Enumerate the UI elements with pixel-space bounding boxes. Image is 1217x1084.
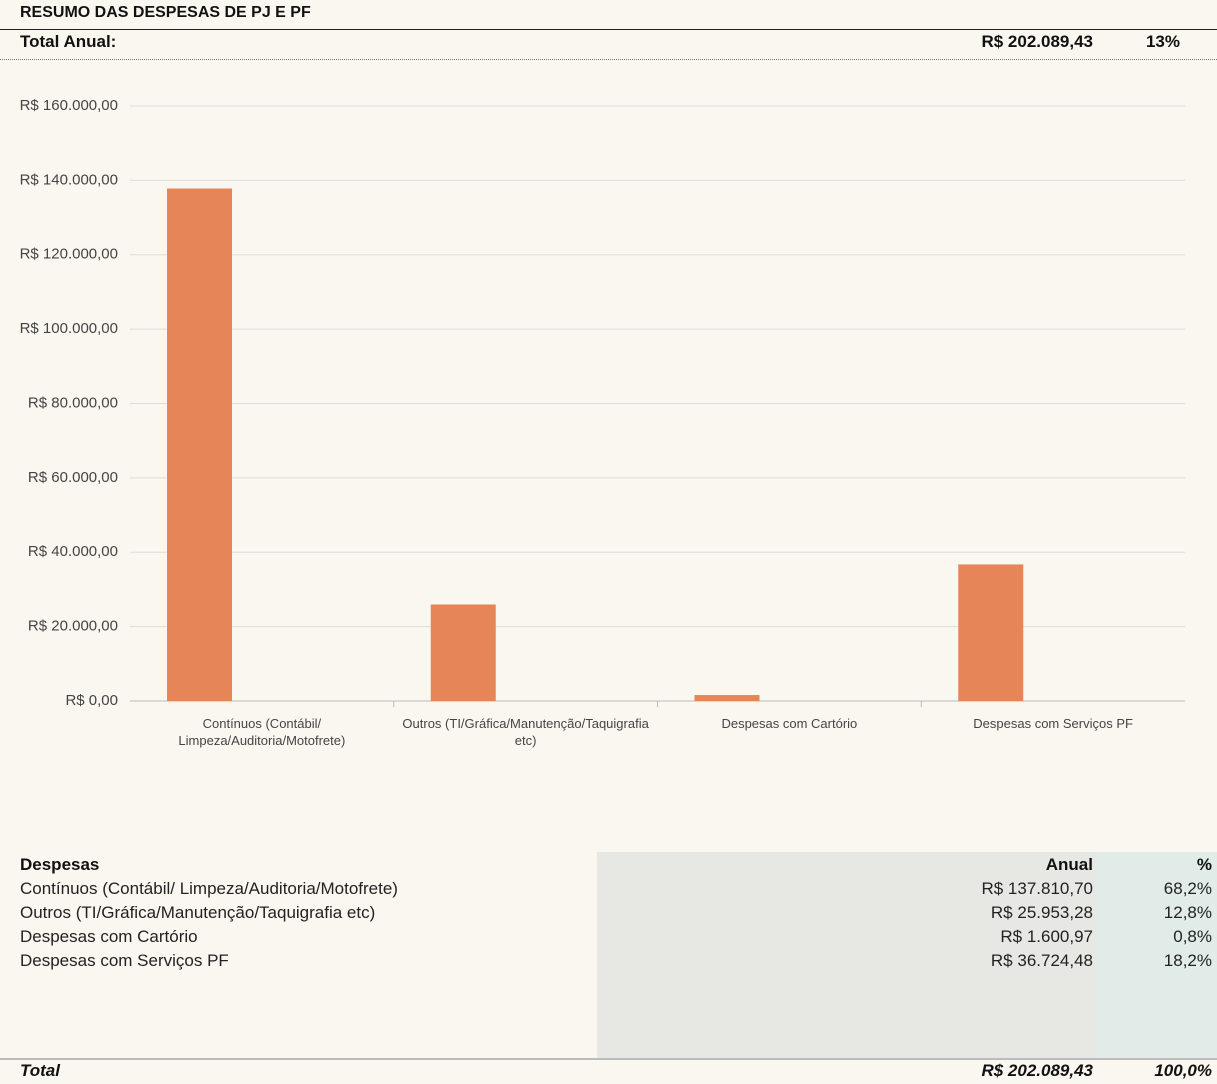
y-tick-label: R$ 120.000,00 [20,246,118,263]
bar [430,604,496,701]
rule [0,59,1217,60]
column-bg [597,852,1097,1058]
y-tick-label: R$ 80.000,00 [28,394,118,411]
table-cell: 0,8% [1173,927,1212,946]
bar [167,188,232,701]
title: RESUMO DAS DESPESAS DE PJ E PF [20,4,311,21]
table-cell: Despesas com Serviços PF [20,951,229,970]
table-cell: 18,2% [1163,951,1212,970]
y-tick-label: R$ 60.000,00 [28,469,118,486]
bar [958,564,1024,701]
column-header: Anual [1045,855,1093,874]
x-tick-label: Despesas com Serviços PF [973,716,1133,731]
total-cell: Total [20,1061,60,1080]
column-bg [1097,852,1217,1058]
chart: R$ 0,00 R$ 20.000,00 R$ 40.000,00 R$ 60.000… [20,97,1185,709]
table-cell: Outros (TI/Gráfica/Manutenção/Taquigrafi… [20,903,376,922]
table-cell: Despesas com Cartório [20,927,198,946]
total-cell: R$ 202.089,43 [981,1061,1093,1080]
y-tick-label: R$ 0,00 [65,692,118,709]
total-cell: 100,0% [1154,1061,1212,1080]
table-cell: Contínuos (Contábil/ Limpeza/Auditoria/M… [20,879,398,898]
table-cell: R$ 25.953,28 [990,903,1093,922]
y-tick-label: R$ 160.000,00 [20,97,118,114]
table-cell: R$ 137.810,70 [981,879,1093,898]
column-header: % [1196,855,1212,874]
x-tick-label: Contínuos (Contábil/ Limpeza/Auditoria/M… [178,716,346,748]
total-label: Total Anual: [20,32,117,51]
y-tick-label: R$ 20.000,00 [28,618,118,635]
table-cell: 12,8% [1163,903,1212,922]
column-header: Despesas [20,855,100,874]
table-cell: R$ 36.724,48 [990,951,1093,970]
rule [0,1058,1217,1060]
table-cell: 68,2% [1163,879,1212,898]
x-tick-label: Despesas com Cartório [721,716,858,731]
bar [694,695,760,701]
total-value: R$ 202.089,43 [981,32,1093,51]
rule [0,29,1217,30]
y-tick-label: R$ 40.000,00 [28,543,118,560]
table-cell: R$ 1.600,97 [1000,927,1093,946]
y-tick-label: R$ 140.000,00 [20,171,118,188]
total-percent: 13% [1145,32,1180,51]
y-tick-label: R$ 100.000,00 [20,320,118,337]
x-tick-label: Outros (TI/Gráfica/Manutenção/Taquigrafi… [402,716,649,748]
